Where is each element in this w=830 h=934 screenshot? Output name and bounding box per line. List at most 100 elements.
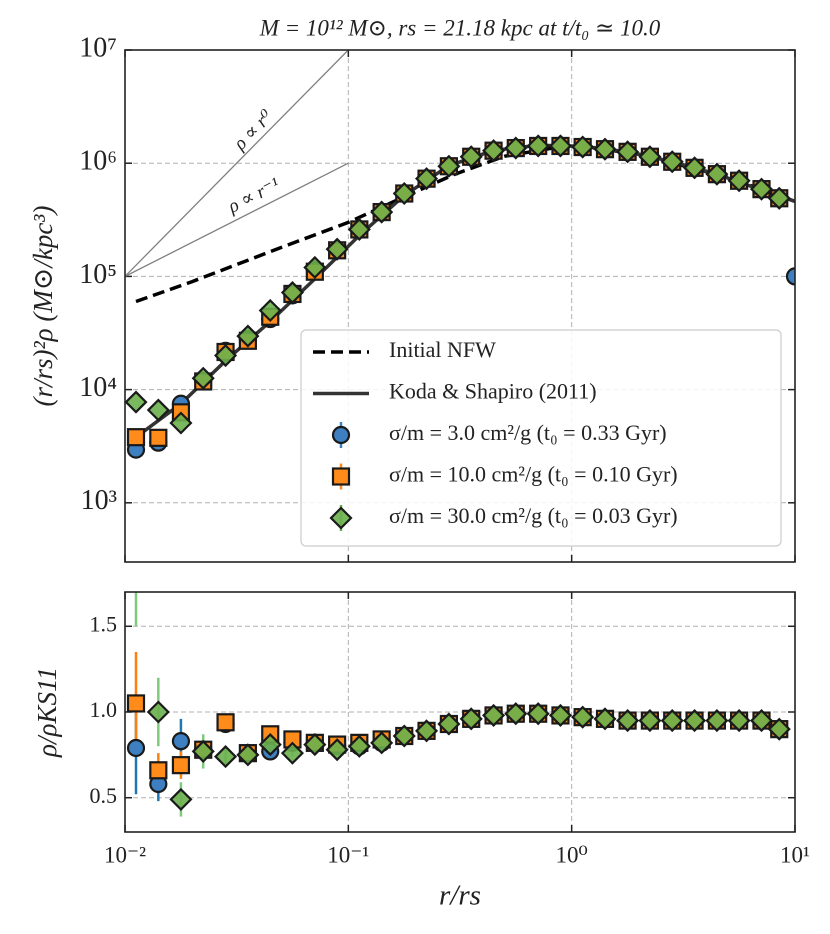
y-tick-label: 10⁵ <box>79 259 117 290</box>
data-point <box>169 787 193 811</box>
data-point <box>727 169 751 193</box>
y-tick-label: 0.5 <box>90 783 118 808</box>
data-point <box>504 702 528 726</box>
data-point <box>126 531 146 551</box>
data-point <box>767 186 791 210</box>
data-point <box>526 134 550 158</box>
guide-label: ρ ∝ r⁰ <box>229 106 278 155</box>
axes-frame <box>124 49 796 563</box>
data-point <box>705 162 729 186</box>
y-axis-label: ρ/ρKS11 <box>32 667 62 758</box>
data-point <box>437 712 461 736</box>
legend-swatch <box>329 506 353 530</box>
data-point <box>370 731 394 755</box>
chart-title: M = 10¹² M⊙, rs = 21.18 kpc at t/t₀ ≃ 10… <box>259 15 661 40</box>
data-point <box>727 709 751 733</box>
data-point <box>191 739 215 763</box>
data-point <box>347 734 371 758</box>
y-axis-label: (r/rs)²ρ (M⊙/kpc³) <box>28 206 58 407</box>
data-point <box>258 298 282 323</box>
data-point <box>392 181 416 206</box>
data-point <box>767 717 791 741</box>
data-point <box>169 411 193 435</box>
data-point <box>414 167 439 191</box>
x-tick-label: 10⁰ <box>556 842 588 867</box>
data-point <box>660 150 684 174</box>
data-point <box>236 743 260 767</box>
data-point <box>258 733 282 757</box>
plot-area <box>125 50 795 459</box>
y-tick-label: 10⁷ <box>79 32 117 63</box>
data-point <box>303 733 327 757</box>
data-point <box>171 756 191 775</box>
x-tick-label: 10⁻¹ <box>327 842 369 867</box>
data-point <box>280 280 304 305</box>
data-point <box>459 145 483 169</box>
data-point <box>149 428 168 447</box>
data-point <box>280 741 304 765</box>
data-point <box>171 732 191 751</box>
legend-box <box>300 329 782 547</box>
data-point <box>459 707 483 731</box>
data-point <box>616 709 640 733</box>
x-tick-label: 10¹ <box>780 842 810 867</box>
plot-area <box>126 531 791 817</box>
data-point <box>749 709 774 733</box>
data-point <box>370 200 394 224</box>
data-point <box>414 719 439 743</box>
data-point <box>325 237 349 261</box>
data-point <box>213 745 238 769</box>
data-point <box>548 703 573 727</box>
data-point <box>325 738 349 762</box>
data-point <box>392 724 416 748</box>
data-point <box>125 390 148 414</box>
data-point <box>437 154 461 178</box>
y-tick-label: 1.5 <box>90 611 118 636</box>
guide-line <box>125 50 349 277</box>
data-point <box>616 140 640 164</box>
data-point <box>504 136 528 160</box>
data-point <box>785 267 795 286</box>
data-point <box>571 705 595 729</box>
data-point <box>146 398 170 422</box>
data-point <box>303 255 327 279</box>
data-point <box>126 428 146 447</box>
data-point <box>149 761 168 780</box>
data-point <box>191 366 215 390</box>
data-point <box>571 135 595 159</box>
y-tick-label: 10⁴ <box>79 372 117 403</box>
data-point <box>660 709 684 733</box>
data-point <box>749 177 774 201</box>
legend-label: σ/m = 30.0 cm²/g (t₀ = 0.03 Gyr) <box>389 503 678 528</box>
legend-label: σ/m = 3.0 cm²/g (t₀ = 0.33 Gyr) <box>389 420 667 445</box>
data-point <box>126 738 146 758</box>
data-point <box>548 134 573 158</box>
data-point <box>482 139 506 163</box>
x-axis-label: r/rs <box>439 880 481 912</box>
legend-label: Koda & Shapiro (2011) <box>389 379 597 404</box>
y-tick-label: 10³ <box>81 485 117 516</box>
data-point <box>705 709 729 733</box>
data-point <box>126 694 146 713</box>
data-point <box>682 156 707 180</box>
data-point <box>482 703 506 727</box>
data-point <box>638 709 662 733</box>
data-point <box>347 217 371 241</box>
data-point <box>593 137 617 161</box>
axes-frame <box>124 591 796 833</box>
y-tick-label: 10⁶ <box>79 146 117 177</box>
y-tick-label: 1.0 <box>90 697 118 722</box>
data-point <box>682 709 707 733</box>
data-point <box>593 707 617 731</box>
legend-label: σ/m = 10.0 cm²/g (t₀ = 0.10 Gyr) <box>389 462 678 487</box>
legend-swatch <box>331 425 351 445</box>
data-point <box>146 700 170 724</box>
data-point <box>216 713 235 732</box>
legend-label: Initial NFW <box>389 337 496 362</box>
data-point <box>638 145 662 169</box>
x-tick-label: 10⁻² <box>104 842 146 867</box>
data-point <box>236 324 260 348</box>
legend-swatch <box>331 467 351 486</box>
guide-line <box>125 162 349 277</box>
